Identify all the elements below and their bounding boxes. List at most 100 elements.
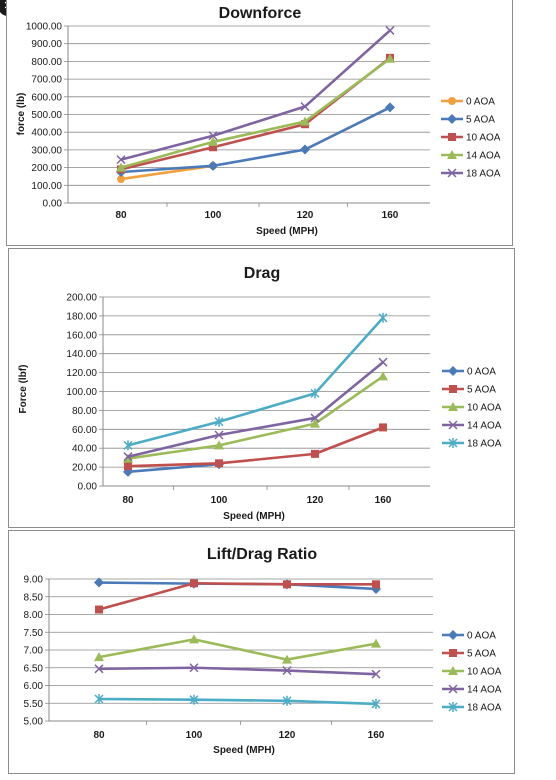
y-tick-label: 20.00 <box>72 463 97 474</box>
chart-title: Drag <box>244 265 280 282</box>
y-axis-label: force (lb) <box>16 93 27 136</box>
y-tick-label: 7.00 <box>24 646 44 657</box>
data-point <box>378 371 388 381</box>
legend-label: 0 AOA <box>466 97 495 108</box>
x-tick-label: 80 <box>122 495 134 506</box>
legend-label: 0 AOA <box>467 367 496 378</box>
data-point <box>378 357 388 367</box>
data-point <box>372 580 380 589</box>
y-tick-label: 180.00 <box>66 311 97 322</box>
series-0-aoa <box>123 459 224 477</box>
series-line <box>127 426 384 468</box>
data-point <box>189 634 199 644</box>
series-line <box>120 106 391 174</box>
data-point <box>189 663 199 673</box>
data-point <box>214 416 224 427</box>
data-point <box>117 175 125 184</box>
legend-item-5-aoa: 5 AOA <box>442 649 496 660</box>
legend-item-10-aoa: 10 AOA <box>442 402 502 414</box>
x-tick-label: 160 <box>382 210 399 221</box>
data-point <box>123 453 133 463</box>
legend-label: 18 AOA <box>466 169 501 180</box>
series-18-aoa <box>116 25 395 165</box>
legend-marker <box>447 168 457 178</box>
legend-item-5-aoa: 5 AOA <box>441 114 495 126</box>
data-point <box>385 25 395 35</box>
y-tick-label: 160.00 <box>66 330 97 341</box>
y-tick-label: 100.00 <box>66 387 97 398</box>
legend-label: 5 AOA <box>467 385 496 396</box>
data-point <box>208 136 218 146</box>
series-10-aoa <box>117 53 394 174</box>
series-5-aoa <box>124 423 387 471</box>
y-tick-label: 8.00 <box>24 610 44 621</box>
data-point <box>208 131 218 141</box>
x-tick-label: 120 <box>307 495 324 506</box>
legend-marker <box>449 385 457 393</box>
data-point <box>124 462 132 471</box>
series-line <box>127 375 384 460</box>
y-tick-label: 5.00 <box>24 717 44 728</box>
legend-marker <box>448 402 458 411</box>
legend-label: 14 AOA <box>467 421 502 432</box>
data-point <box>94 652 104 662</box>
legend-marker <box>448 366 458 376</box>
y-tick-label: 140.00 <box>66 349 97 360</box>
y-tick-label: 1000.00 <box>26 22 63 33</box>
x-axis-label: Speed (MPH) <box>223 511 285 522</box>
drag-chart: Drag Speed (MPH) Force (lbf) 0.00 20.00 40… <box>8 248 515 528</box>
legend-label: 14 AOA <box>466 151 501 162</box>
legend-marker <box>448 702 458 712</box>
data-point <box>385 53 395 63</box>
series-line <box>98 638 377 661</box>
data-point <box>116 162 126 172</box>
data-point <box>310 413 320 423</box>
series-line <box>120 57 391 169</box>
y-tick-label: 9.00 <box>24 575 44 586</box>
y-tick-label: 5.50 <box>24 699 44 710</box>
x-tick-label: 80 <box>115 210 127 221</box>
data-point <box>95 605 103 614</box>
y-tick-label: 800.00 <box>31 57 62 68</box>
lift-drag-ratio-chart: Lift/Drag Ratio Speed (MPH) 5.00 5.50 6.00… <box>8 530 515 774</box>
series-line <box>98 697 377 706</box>
series-14-aoa <box>116 53 395 172</box>
data-point <box>378 312 388 323</box>
x-tick-label: 120 <box>297 210 314 221</box>
y-axis-label: Force (lbf) <box>18 365 29 414</box>
data-point <box>311 449 319 458</box>
legend-label: 10 AOA <box>467 667 502 678</box>
legend-item-14-aoa: 14 AOA <box>441 150 501 162</box>
data-point <box>208 160 218 171</box>
data-point <box>379 423 387 432</box>
y-tick-label: 300.00 <box>31 145 62 156</box>
y-tick-label: 8.50 <box>24 592 44 603</box>
legend-marker <box>448 666 458 675</box>
legend-label: 5 AOA <box>467 649 496 660</box>
legend-marker <box>448 438 458 448</box>
legend-item-18-aoa: 18 AOA <box>441 168 501 180</box>
series-line <box>127 462 220 474</box>
drag-chart-svg: Drag Speed (MPH) Force (lbf) 0.00 20.00 40… <box>18 265 502 522</box>
series-line <box>98 581 376 611</box>
series-18-aoa <box>123 312 388 451</box>
data-point <box>116 155 126 165</box>
legend-item-10-aoa: 10 AOA <box>442 666 502 678</box>
y-tick-label: 100.00 <box>31 181 62 192</box>
y-tick-label: 700.00 <box>31 75 62 86</box>
x-axis-label: Speed (MPH) <box>213 745 275 756</box>
data-point <box>371 638 381 648</box>
chart-title: Lift/Drag Ratio <box>207 546 317 563</box>
y-tick-label: 200.00 <box>31 163 62 174</box>
data-point <box>282 654 292 664</box>
data-point <box>209 143 217 152</box>
series-line <box>120 56 391 171</box>
legend-label: 18 AOA <box>467 439 502 450</box>
x-tick-label: 100 <box>186 730 203 741</box>
data-point <box>300 144 310 155</box>
legend-item-14-aoa: 14 AOA <box>442 420 502 432</box>
series-10-aoa <box>123 371 388 463</box>
legend-marker <box>448 97 456 105</box>
series-line <box>98 666 377 676</box>
legend-label: 0 AOA <box>467 631 496 642</box>
